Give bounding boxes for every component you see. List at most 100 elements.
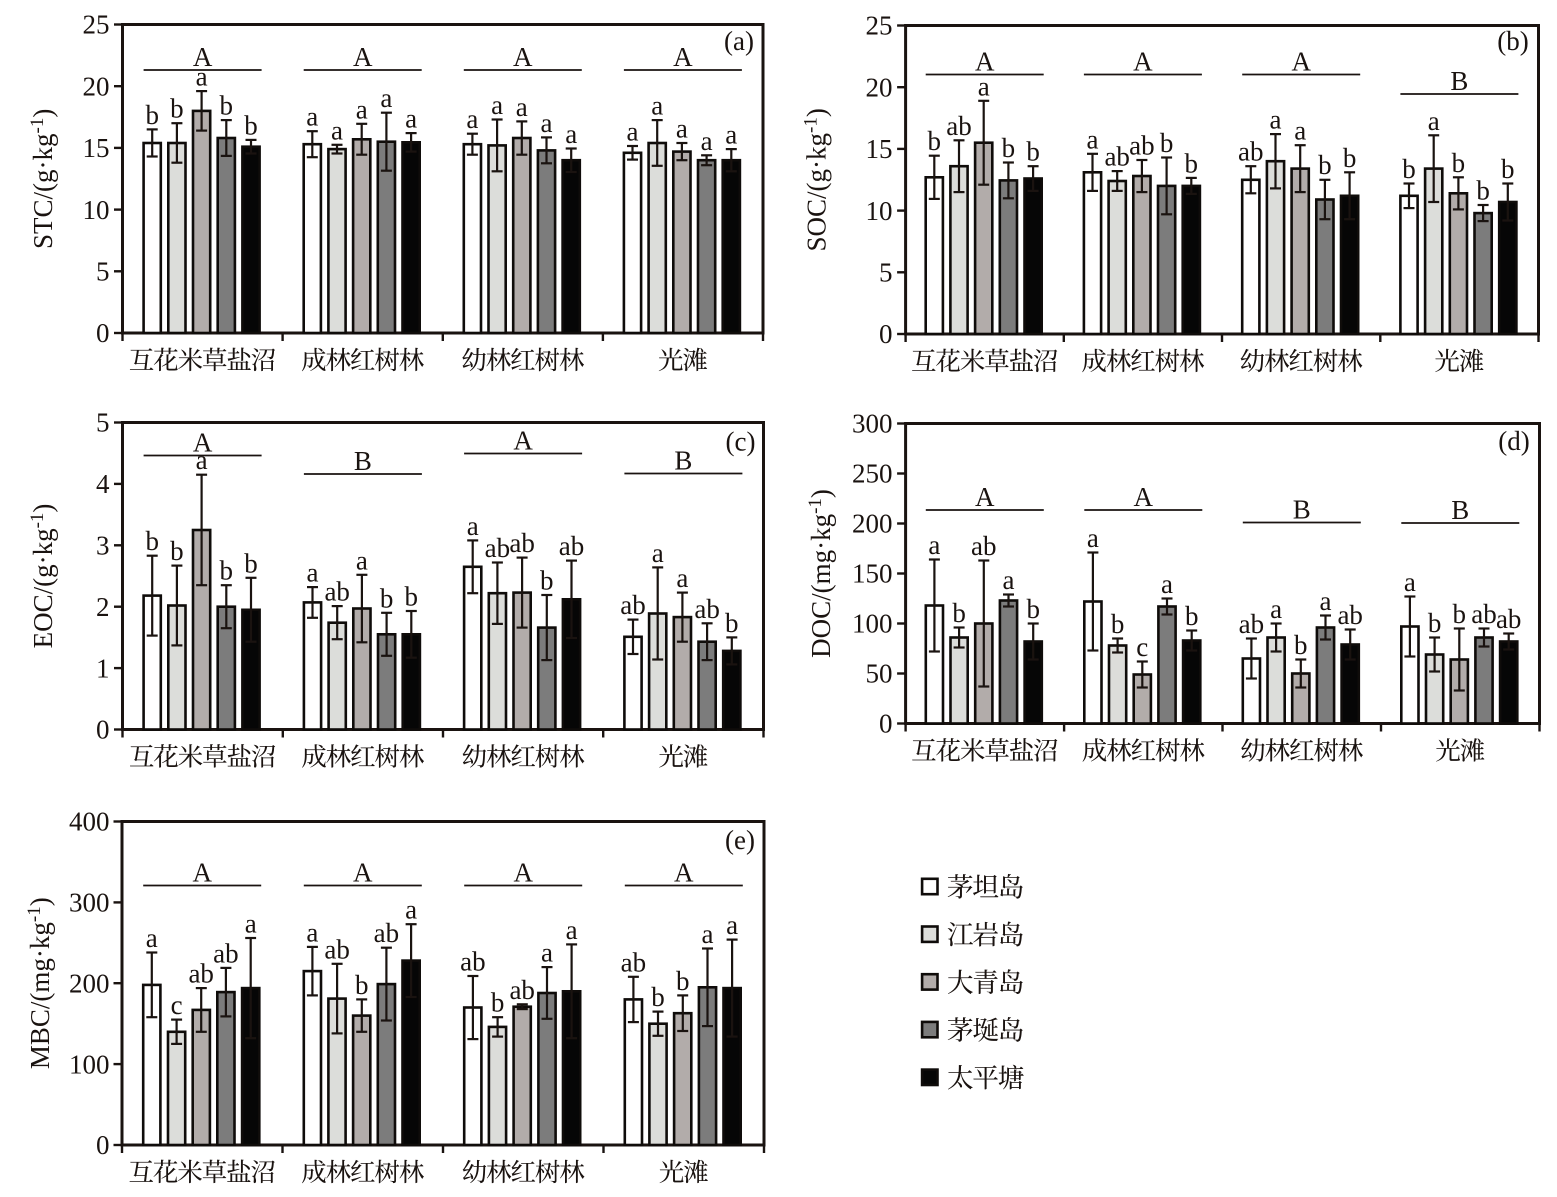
svg-text:c: c <box>1136 632 1148 662</box>
svg-text:a: a <box>1087 523 1099 553</box>
svg-text:b: b <box>145 100 159 130</box>
svg-text:b: b <box>540 566 554 596</box>
svg-text:b: b <box>1402 154 1416 184</box>
svg-text:SOC/(g·kg-1): SOC/(g·kg-1) <box>801 108 832 251</box>
svg-text:a: a <box>1161 569 1173 599</box>
svg-text:a: a <box>676 563 688 593</box>
svg-text:b: b <box>170 94 184 124</box>
svg-text:a: a <box>1087 124 1099 154</box>
svg-text:b: b <box>1026 137 1040 167</box>
svg-text:b: b <box>220 556 234 586</box>
svg-text:a: a <box>1428 106 1440 136</box>
svg-text:25: 25 <box>83 10 110 40</box>
svg-text:4: 4 <box>96 469 110 499</box>
svg-text:a: a <box>405 895 417 925</box>
svg-text:b: b <box>220 91 234 121</box>
svg-text:b: b <box>1185 601 1199 631</box>
svg-text:ab: ab <box>509 528 534 558</box>
svg-text:2: 2 <box>96 592 110 622</box>
svg-text:A: A <box>673 42 693 72</box>
svg-text:ab: ab <box>1337 600 1362 630</box>
svg-text:ab: ab <box>694 594 719 624</box>
svg-text:50: 50 <box>866 659 893 689</box>
svg-text:10: 10 <box>866 196 893 226</box>
svg-text:B: B <box>1450 66 1468 96</box>
svg-text:b: b <box>651 982 665 1012</box>
svg-text:ab: ab <box>1129 131 1154 161</box>
svg-text:STC/(g·kg-1): STC/(g·kg-1) <box>27 109 58 249</box>
svg-text:A: A <box>975 482 995 512</box>
svg-text:a: a <box>651 91 663 121</box>
svg-text:A: A <box>353 42 373 72</box>
svg-text:b: b <box>1111 609 1125 639</box>
svg-text:ab: ab <box>485 533 510 563</box>
svg-text:b: b <box>1453 599 1467 629</box>
svg-text:b: b <box>405 582 419 612</box>
svg-text:b: b <box>952 598 966 628</box>
svg-text:(d): (d) <box>1498 426 1529 456</box>
svg-text:0: 0 <box>96 715 110 745</box>
svg-text:MBC/(mg·kg-1): MBC/(mg·kg-1) <box>24 897 55 1069</box>
svg-text:200: 200 <box>69 969 110 999</box>
svg-text:0: 0 <box>96 1130 110 1160</box>
svg-text:(e): (e) <box>725 825 755 855</box>
svg-text:a: a <box>541 108 553 138</box>
svg-text:ab: ab <box>188 959 213 989</box>
svg-text:A: A <box>192 858 212 888</box>
svg-text:b: b <box>1428 608 1442 638</box>
svg-text:b: b <box>725 608 739 638</box>
svg-text:b: b <box>1476 176 1490 206</box>
svg-text:B: B <box>1293 495 1311 525</box>
svg-text:a: a <box>541 938 553 968</box>
svg-text:a: a <box>516 92 528 122</box>
svg-text:ab: ab <box>971 531 996 561</box>
svg-text:20: 20 <box>83 71 110 101</box>
svg-text:a: a <box>1320 586 1332 616</box>
svg-text:ab: ab <box>509 975 534 1005</box>
svg-text:150: 150 <box>852 559 893 589</box>
svg-text:b: b <box>491 988 505 1018</box>
svg-text:a: a <box>307 558 319 588</box>
svg-text:a: a <box>1294 116 1306 146</box>
svg-text:ab: ab <box>1239 609 1264 639</box>
svg-text:A: A <box>513 858 533 888</box>
svg-text:ab: ab <box>946 111 971 141</box>
svg-text:A: A <box>1291 47 1311 77</box>
svg-text:b: b <box>1185 148 1199 178</box>
svg-text:b: b <box>244 110 258 140</box>
svg-text:a: a <box>491 90 503 120</box>
svg-text:b: b <box>676 966 690 996</box>
svg-text:b: b <box>244 548 258 578</box>
svg-text:0: 0 <box>96 318 110 348</box>
svg-text:20: 20 <box>866 72 893 102</box>
svg-text:a: a <box>928 530 940 560</box>
svg-text:a: a <box>1270 105 1282 135</box>
svg-text:DOC/(mg·kg-1): DOC/(mg·kg-1) <box>805 489 836 658</box>
svg-text:A: A <box>353 858 373 888</box>
svg-text:a: a <box>356 94 368 124</box>
svg-text:5: 5 <box>879 258 893 288</box>
svg-text:b: b <box>1318 150 1332 180</box>
svg-text:0: 0 <box>879 709 893 739</box>
svg-text:a: a <box>245 909 257 939</box>
svg-text:25: 25 <box>866 11 893 41</box>
svg-text:a: a <box>726 910 738 940</box>
svg-text:b: b <box>928 126 942 156</box>
svg-text:10: 10 <box>83 195 110 225</box>
svg-text:b: b <box>1343 143 1357 173</box>
svg-text:a: a <box>146 923 158 953</box>
svg-text:A: A <box>193 428 213 458</box>
svg-text:ab: ab <box>213 938 238 968</box>
svg-text:15: 15 <box>866 134 893 164</box>
svg-text:(a): (a) <box>724 26 754 56</box>
svg-text:a: a <box>405 104 417 134</box>
svg-text:EOC/(g·kg-1): EOC/(g·kg-1) <box>27 504 58 649</box>
svg-text:ab: ab <box>1104 142 1129 172</box>
svg-text:a: a <box>467 511 479 541</box>
svg-text:(b): (b) <box>1497 26 1528 56</box>
svg-text:a: a <box>725 120 737 150</box>
svg-text:100: 100 <box>69 1049 110 1079</box>
svg-text:A: A <box>975 47 995 77</box>
svg-text:a: a <box>566 915 578 945</box>
svg-text:b: b <box>1501 154 1515 184</box>
